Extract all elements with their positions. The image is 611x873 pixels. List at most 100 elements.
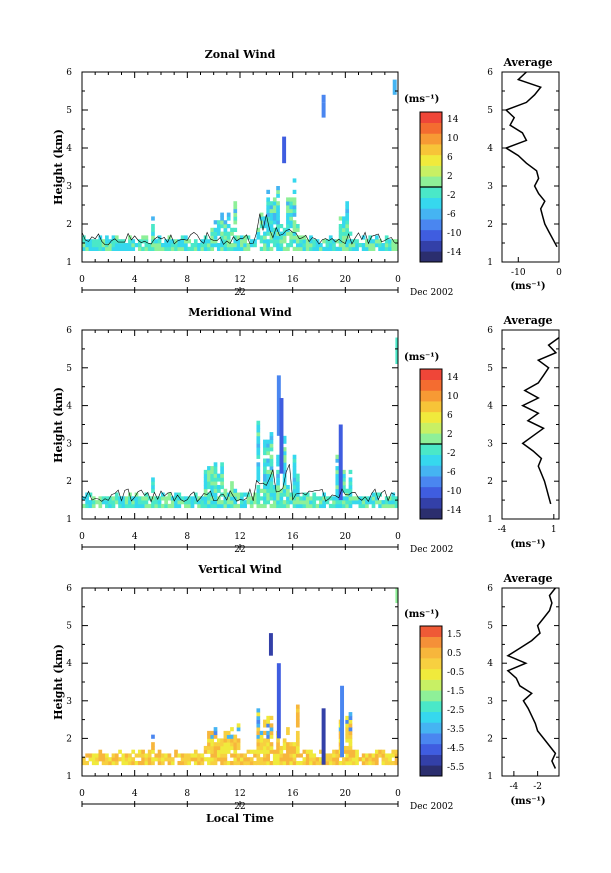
- heatmap-cell: [233, 208, 238, 213]
- heatmap-cell: [98, 243, 103, 248]
- heatmap-cell: [266, 753, 271, 758]
- heatmap-cell: [263, 760, 267, 766]
- heatmap-streak: [395, 337, 398, 365]
- heatmap-cell: [200, 239, 205, 244]
- heatmap-cell: [243, 246, 247, 251]
- heatmap-cell: [220, 503, 224, 509]
- heatmap-cell: [187, 760, 192, 766]
- heatmap-cell: [381, 760, 386, 766]
- zonal-xtick-12: 12: [234, 275, 245, 285]
- heatmap-cell: [203, 488, 208, 493]
- heatmap-cell: [272, 492, 277, 497]
- meridional-ylabel: Height (km): [52, 387, 65, 463]
- heatmap-cell: [184, 753, 188, 758]
- heatmap-cell: [108, 757, 113, 762]
- heatmap-cell: [355, 246, 359, 251]
- heatmap-streak: [321, 708, 326, 765]
- heatmap-cell: [230, 727, 234, 732]
- heatmap-cell: [358, 243, 363, 248]
- heatmap-cell: [351, 749, 356, 754]
- heatmap-cell: [345, 243, 350, 248]
- heatmap-cell: [272, 243, 277, 248]
- meridional-xtick-24: 0: [395, 532, 401, 542]
- heatmap-cell: [210, 500, 215, 505]
- heatmap-cell: [266, 492, 271, 497]
- heatmap-cell: [266, 458, 271, 463]
- heatmap-cell: [203, 477, 208, 482]
- heatmap-cell: [230, 481, 234, 486]
- heatmap-cell: [184, 246, 188, 251]
- heatmap-cell: [335, 239, 340, 244]
- heatmap-cell: [240, 492, 244, 497]
- vertical-xlabel: Local Time: [206, 812, 274, 825]
- heatmap-cell: [322, 496, 326, 501]
- heatmap-cell: [147, 503, 152, 509]
- heatmap-cell: [368, 760, 373, 766]
- heatmap-cell: [263, 246, 267, 251]
- heatmap-cell: [161, 760, 165, 766]
- heatmap-cell: [315, 496, 320, 501]
- heatmap-cell: [348, 745, 353, 751]
- heatmap-cell: [220, 466, 224, 471]
- heatmap-cell: [269, 224, 274, 229]
- heatmap-cell: [141, 757, 145, 762]
- heatmap-cell: [263, 757, 267, 762]
- heatmap-cell: [276, 189, 280, 194]
- heatmap-cell: [266, 477, 271, 482]
- heatmap-cell: [118, 757, 122, 762]
- heatmap-cell: [299, 246, 303, 251]
- heatmap-cell: [272, 749, 277, 754]
- meridional-ytick-4: 4: [66, 402, 72, 412]
- heatmap-cell: [249, 496, 254, 501]
- heatmap-cell: [124, 753, 129, 758]
- heatmap-cell: [233, 227, 238, 232]
- zonal-xtick-0: 0: [79, 275, 85, 285]
- heatmap-cell: [305, 760, 310, 766]
- heatmap-cell: [82, 496, 86, 501]
- zonal-month-label: Dec 2002: [410, 288, 453, 298]
- zonal-wind-title: Zonal Wind: [205, 48, 276, 61]
- heatmap-cell: [151, 496, 155, 501]
- heatmap-cell: [121, 500, 126, 505]
- heatmap-cell: [213, 496, 218, 501]
- heatmap-cell: [289, 760, 294, 766]
- heatmap-cell: [207, 492, 211, 497]
- heatmap-cell: [368, 246, 373, 251]
- vertical-ytick-4: 4: [66, 659, 72, 669]
- heatmap-cell: [207, 749, 211, 754]
- heatmap-cell: [309, 239, 313, 244]
- heatmap-cell: [269, 734, 274, 739]
- heatmap-cell: [220, 235, 224, 240]
- heatmap-cell: [101, 500, 106, 505]
- heatmap-cell: [167, 760, 172, 766]
- heatmap-cell: [342, 227, 346, 232]
- heatmap-cell: [118, 246, 122, 251]
- heatmap-cell: [378, 243, 382, 248]
- heatmap-cell: [305, 500, 310, 505]
- meridional-axes: [81, 329, 399, 550]
- heatmap-cell: [197, 500, 201, 505]
- heatmap-cell: [240, 757, 244, 762]
- heatmap-cell: [187, 757, 192, 762]
- colorbar-segment: [420, 379, 442, 391]
- heatmap-cell: [391, 239, 396, 244]
- colorbar-segment: [420, 454, 442, 466]
- heatmap-cell: [371, 496, 376, 501]
- heatmap-cell: [325, 246, 330, 251]
- heatmap-cell: [269, 745, 274, 751]
- heatmap-cell: [269, 443, 274, 448]
- meridional-cbar-tick-14: 14: [447, 373, 459, 383]
- vertical-xtick-20: 20: [340, 789, 352, 799]
- heatmap-cell: [240, 760, 244, 766]
- heatmap-cell: [263, 224, 267, 229]
- heatmap-cell: [134, 760, 139, 766]
- heatmap-cell: [230, 742, 234, 747]
- heatmap-cell: [256, 469, 261, 475]
- zonal-cbar-tick-14: 14: [447, 115, 459, 125]
- heatmap-cell: [342, 503, 346, 509]
- heatmap-cell: [151, 488, 155, 493]
- heatmap-cell: [114, 753, 119, 758]
- heatmap-cell: [213, 239, 218, 244]
- heatmap-cell: [210, 246, 215, 251]
- vertical-average-line: [506, 587, 557, 769]
